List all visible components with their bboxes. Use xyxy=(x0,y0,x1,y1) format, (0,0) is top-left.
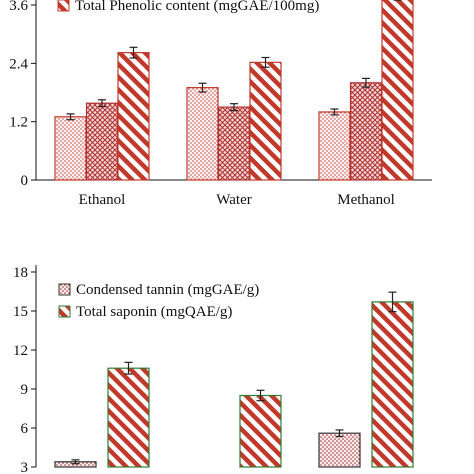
bar-ethanol-series-1 xyxy=(107,367,150,468)
bar-methanol-series-2 xyxy=(381,0,414,181)
bar-ethanol-series-1 xyxy=(85,102,119,181)
y-tick-label: 1.2 xyxy=(9,115,28,131)
legend-label: Total saponin (mgQAE/g) xyxy=(76,304,232,320)
y-tick-label: 15 xyxy=(13,304,28,320)
bar-water-series-0 xyxy=(186,87,219,181)
legend-label: Total Phenolic content (mgGAE/100mg) xyxy=(75,0,319,14)
y-tick-label: 2.4 xyxy=(9,56,28,72)
bar-methanol-series-0 xyxy=(318,111,351,181)
bar-water-series-1 xyxy=(217,106,251,181)
legend-swatch xyxy=(58,305,71,318)
legend-label: Condensed tannin (mgGAE/g) xyxy=(76,282,259,298)
legend-swatch xyxy=(57,0,70,12)
bar-ethanol-series-2 xyxy=(117,52,150,181)
y-tick-label: 3 xyxy=(21,460,29,474)
bar-water-series-2 xyxy=(249,61,282,181)
x-category-label: Methanol xyxy=(337,192,395,208)
y-tick-label: 3.6 xyxy=(9,0,28,14)
x-category-label: Water xyxy=(216,192,251,208)
y-tick-label: 6 xyxy=(21,421,29,437)
legend-swatch xyxy=(58,283,71,296)
y-tick-label: 9 xyxy=(21,382,29,398)
bar-water-series-1 xyxy=(239,394,282,468)
x-category-label: Ethanol xyxy=(79,192,126,208)
y-tick-label: 12 xyxy=(13,343,28,359)
chart-top-phenolic: 0 1.2 2.4 3.6 Ethanol Water Methanol Total Phen… xyxy=(9,0,432,208)
bar-ethanol-series-0 xyxy=(54,116,87,181)
chart-bottom-tannin-saponin: 3 6 9 12 15 18 Condensed tannin (mgGAE/g) Total… xyxy=(13,265,414,474)
bar-methanol-series-1 xyxy=(371,301,414,468)
y-tick-label: 0 xyxy=(21,173,29,189)
bar-methanol-series-1 xyxy=(349,82,383,181)
bar-methanol-series-0 xyxy=(318,432,361,468)
y-tick-label: 18 xyxy=(13,265,28,281)
